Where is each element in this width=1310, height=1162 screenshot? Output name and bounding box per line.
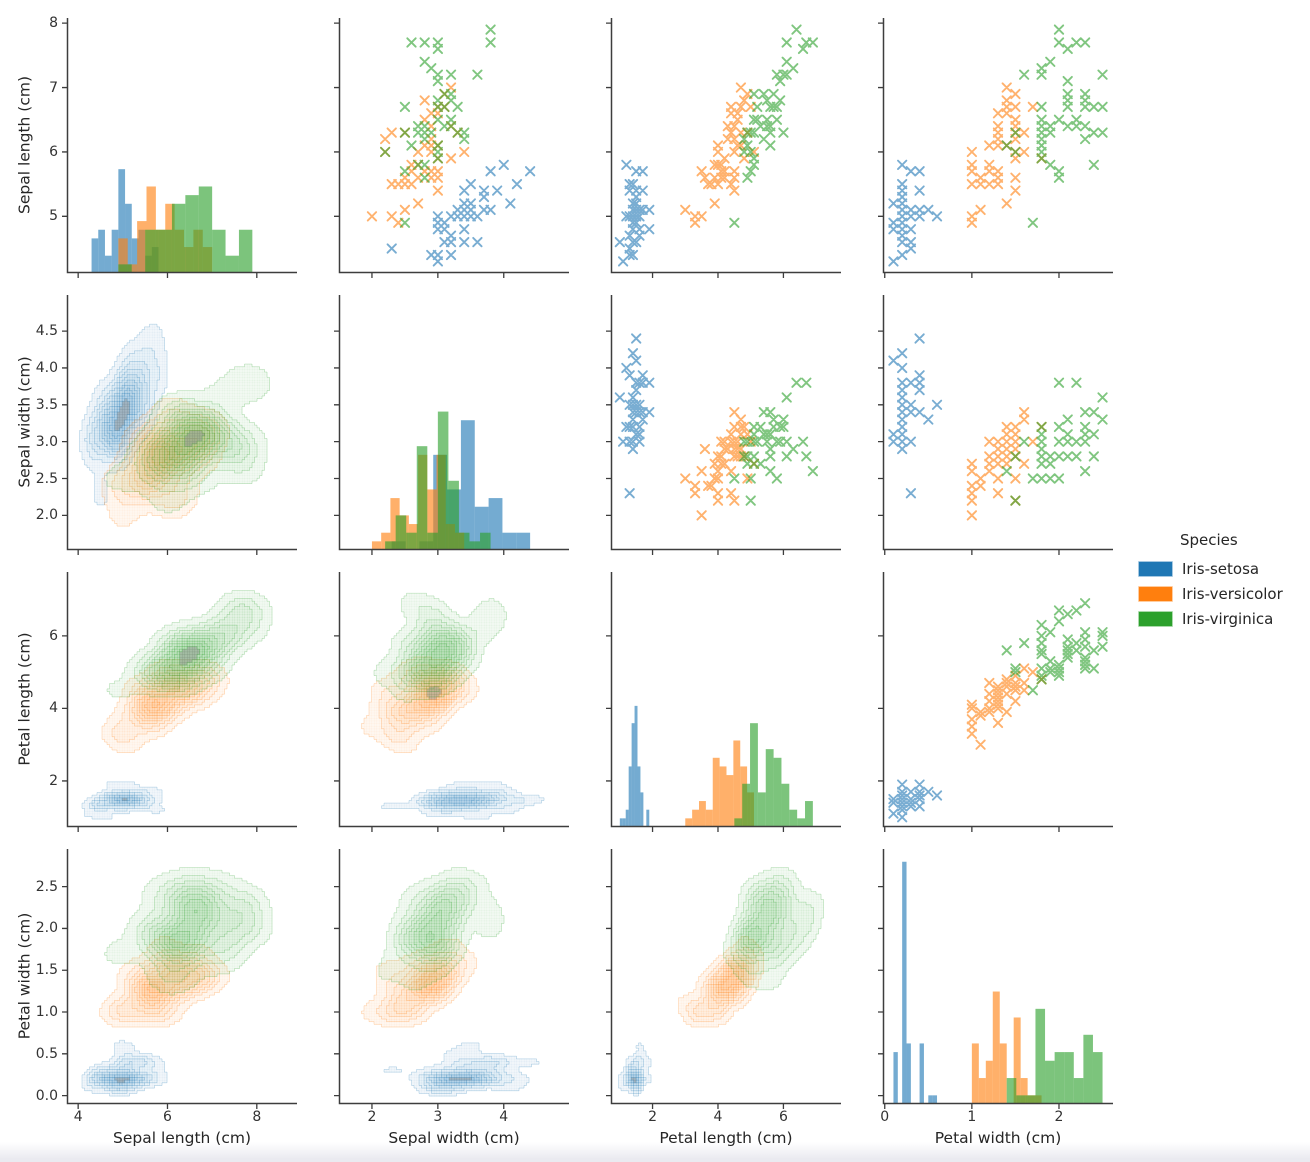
- legend-item-versicolor: Iris-versicolor: [1138, 581, 1283, 606]
- subplot-r2c2-canvas: [330, 291, 572, 561]
- legend-label-virginica: Iris-virginica: [1182, 609, 1274, 628]
- x-axis-label-sepal-length: Sepal length (cm): [113, 1129, 251, 1147]
- legend-item-setosa: Iris-setosa: [1138, 556, 1283, 581]
- page-bottom-gradient: [0, 1142, 1310, 1162]
- subplot-r2c4-canvas: [874, 291, 1116, 561]
- y-tick-label: 1.0: [35, 1004, 58, 1021]
- subplot-r4c1-canvas: [58, 845, 300, 1115]
- x-tick-label: 4: [499, 1109, 509, 1125]
- subplot-r3c3-canvas: [602, 568, 844, 838]
- subplot-r4c4-canvas: [874, 845, 1116, 1115]
- x-tick-label: 4: [713, 1109, 723, 1125]
- x-tick-label: 8: [252, 1109, 262, 1125]
- y-tick-label: 3.5: [35, 396, 58, 413]
- y-tick-label: 2.0: [35, 507, 58, 524]
- subplot-r4c2-canvas: [330, 845, 572, 1115]
- y-tick-label: 6: [49, 627, 58, 644]
- x-tick-label: 2: [367, 1109, 377, 1125]
- subplot-r3c2-canvas: [330, 568, 572, 838]
- subplot-r3c4-canvas: [874, 568, 1116, 838]
- x-tick-label: 4: [73, 1109, 83, 1125]
- x-tick-label: 6: [163, 1109, 172, 1125]
- x-tick-label: 0: [880, 1109, 890, 1125]
- subplot-r4c3-canvas: [602, 845, 844, 1115]
- y-tick-label: 8: [49, 15, 58, 32]
- subplot-r3c1-canvas: [58, 568, 300, 838]
- y-tick-label: 7: [49, 79, 58, 96]
- y-tick-label: 2: [49, 772, 58, 789]
- legend-item-virginica: Iris-virginica: [1138, 606, 1283, 631]
- x-tick-label: 1: [967, 1109, 977, 1125]
- y-tick-label: 1.5: [35, 962, 58, 979]
- y-tick-label: 4.5: [35, 323, 58, 340]
- y-tick-label: 0.0: [35, 1087, 58, 1104]
- virginica-color-swatch: [1138, 610, 1173, 627]
- legend-title: Species: [1180, 531, 1238, 549]
- subplot-r1c2-canvas: [330, 14, 572, 284]
- x-axis-label-sepal-width: Sepal width (cm): [388, 1129, 520, 1147]
- y-tick-label: 6: [49, 143, 58, 160]
- y-tick-label: 2.5: [35, 878, 58, 895]
- y-axis-label-petal-width: Petal width (cm): [15, 912, 33, 1039]
- subplot-r1c3-canvas: [602, 14, 844, 284]
- x-tick-label: 6: [778, 1109, 788, 1125]
- x-tick-label: 2: [1054, 1109, 1064, 1125]
- y-tick-label: 0.5: [35, 1045, 58, 1062]
- subplot-r1c1-canvas: [58, 14, 300, 284]
- y-tick-label: 2.0: [35, 920, 58, 937]
- subplot-r1c4-canvas: [874, 14, 1116, 284]
- setosa-color-swatch: [1138, 560, 1173, 577]
- x-axis-label-petal-width: Petal width (cm): [934, 1129, 1062, 1147]
- y-tick-label: 4.0: [35, 359, 58, 376]
- x-axis-label-petal-length: Petal length (cm): [659, 1129, 793, 1147]
- legend-label-setosa: Iris-setosa: [1182, 559, 1260, 578]
- x-tick-label: 3: [433, 1109, 443, 1125]
- y-tick-label: 2.5: [35, 470, 58, 487]
- y-axis-label-sepal-width: Sepal width (cm): [15, 355, 33, 488]
- subplot-r2c3-canvas: [602, 291, 844, 561]
- subplot-r2c1-canvas: [58, 291, 300, 561]
- x-tick-label: 2: [648, 1109, 657, 1125]
- versicolor-color-swatch: [1138, 585, 1173, 602]
- y-axis-label-sepal-length: Sepal length (cm): [15, 75, 33, 214]
- y-tick-label: 4: [49, 700, 58, 717]
- y-tick-label: 3.0: [35, 433, 58, 450]
- legend-label-versicolor: Iris-versicolor: [1182, 584, 1283, 603]
- legend: Species Iris-setosa Iris-versicolor Iris…: [1138, 531, 1283, 631]
- y-tick-label: 5: [49, 208, 58, 225]
- y-axis-label-petal-length: Petal length (cm): [15, 631, 33, 766]
